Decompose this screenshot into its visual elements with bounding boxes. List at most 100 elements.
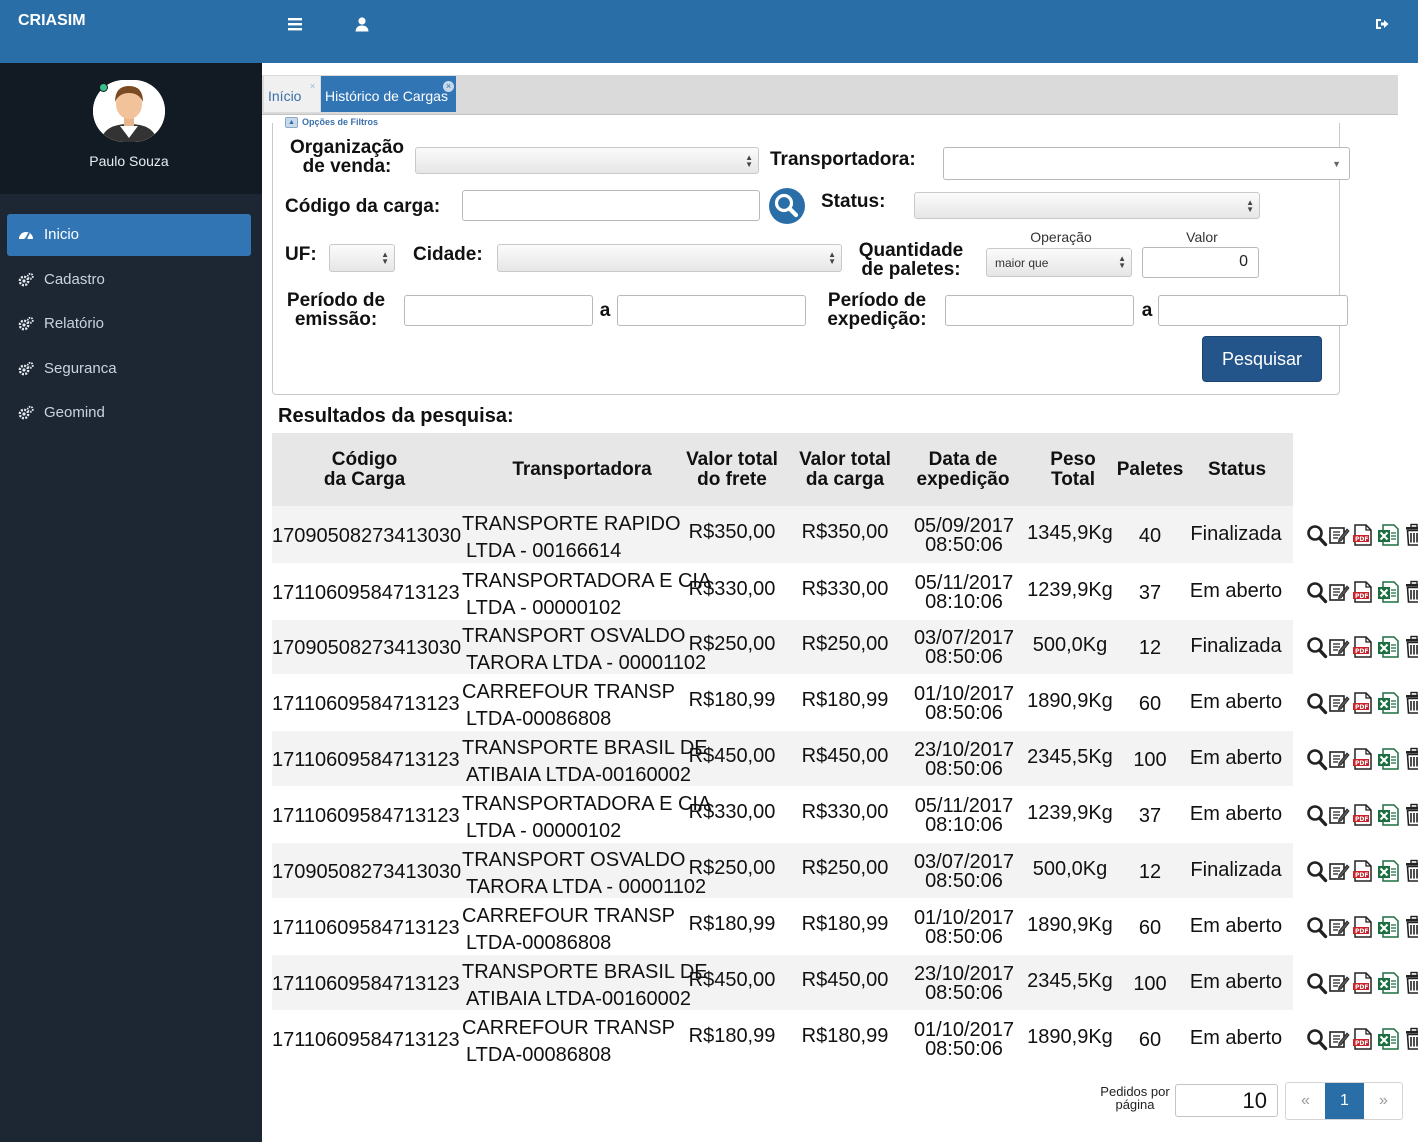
pdf-icon[interactable]: PDF bbox=[1352, 1027, 1374, 1051]
expedicao-end-input[interactable] bbox=[1158, 295, 1348, 326]
th-peso[interactable]: Peso Total bbox=[1028, 433, 1118, 506]
search-icon[interactable] bbox=[1306, 691, 1328, 715]
sidebar-item-inicio[interactable]: Inicio bbox=[7, 214, 251, 256]
search-icon[interactable] bbox=[1306, 635, 1328, 659]
trash-icon[interactable] bbox=[1403, 523, 1418, 547]
pdf-icon[interactable]: PDF bbox=[1352, 747, 1374, 771]
status-select[interactable]: ▲ ▼ bbox=[914, 192, 1260, 219]
pdf-icon[interactable]: PDF bbox=[1352, 915, 1374, 939]
edit-icon[interactable] bbox=[1328, 747, 1350, 771]
excel-icon[interactable] bbox=[1377, 747, 1399, 771]
edit-icon[interactable] bbox=[1328, 523, 1350, 547]
table-row[interactable]: 17090508273413030 TRANSPORT OSVALDO TARORA… bbox=[272, 843, 1418, 898]
app-brand[interactable]: CRIASIM bbox=[18, 12, 86, 29]
sidebar-item-relatorio[interactable]: Relatório bbox=[7, 303, 251, 345]
sidebar-item-geomind[interactable]: Geomind bbox=[7, 392, 251, 434]
org-venda-select[interactable]: ▲ ▼ bbox=[415, 147, 759, 174]
edit-icon[interactable] bbox=[1328, 859, 1350, 883]
transportadora-select[interactable]: ▼ bbox=[943, 147, 1350, 180]
trash-icon[interactable] bbox=[1403, 1027, 1418, 1051]
table-row[interactable]: 17110609584713123 CARREFOUR TRANSP LTDA-00… bbox=[272, 1011, 1418, 1066]
excel-icon[interactable] bbox=[1377, 580, 1399, 604]
close-icon[interactable]: × bbox=[443, 81, 454, 92]
edit-icon[interactable] bbox=[1328, 1027, 1350, 1051]
excel-icon[interactable] bbox=[1377, 859, 1399, 883]
table-row[interactable]: 17110609584713123 TRANSPORTADORA E CIA LTD… bbox=[272, 564, 1418, 619]
excel-icon[interactable] bbox=[1377, 691, 1399, 715]
trash-icon[interactable] bbox=[1403, 803, 1418, 827]
sidebar-item-cadastro[interactable]: Cadastro bbox=[7, 259, 251, 301]
table-row[interactable]: 17110609584713123 TRANSPORTE BRASIL DE ATI… bbox=[272, 955, 1418, 1010]
edit-icon[interactable] bbox=[1328, 691, 1350, 715]
close-icon[interactable]: × bbox=[309, 81, 316, 91]
trash-icon[interactable] bbox=[1403, 859, 1418, 883]
prev-page-button[interactable]: « bbox=[1301, 1092, 1310, 1109]
trash-icon[interactable] bbox=[1403, 635, 1418, 659]
search-icon[interactable] bbox=[1306, 580, 1328, 604]
uf-select[interactable]: ▲ ▼ bbox=[329, 244, 395, 272]
table-row[interactable]: 17090508273413030 TRANSPORTE RAPIDO LTDA -… bbox=[272, 506, 1418, 563]
search-icon[interactable] bbox=[1306, 859, 1328, 883]
pesquisar-button[interactable]: Pesquisar bbox=[1202, 336, 1322, 382]
th-data-expedicao[interactable]: Data de expedição bbox=[904, 433, 1022, 506]
hamburger-icon[interactable] bbox=[287, 16, 303, 35]
tab-inicio[interactable]: Início × bbox=[264, 76, 320, 112]
pdf-icon[interactable]: PDF bbox=[1352, 523, 1374, 547]
emissao-start-input[interactable] bbox=[404, 295, 593, 326]
search-icon[interactable] bbox=[1306, 747, 1328, 771]
trash-icon[interactable] bbox=[1403, 691, 1418, 715]
th-codigo[interactable]: Código da Carga bbox=[272, 433, 457, 506]
pdf-icon[interactable]: PDF bbox=[1352, 580, 1374, 604]
th-status[interactable]: Status bbox=[1207, 458, 1267, 480]
trash-icon[interactable] bbox=[1403, 971, 1418, 995]
th-valor-frete[interactable]: Valor total do frete bbox=[677, 433, 787, 506]
search-icon[interactable] bbox=[1306, 523, 1328, 547]
th-paletes[interactable]: Paletes bbox=[1116, 458, 1184, 480]
search-icon[interactable] bbox=[1306, 971, 1328, 995]
table-row[interactable]: 17110609584713123 CARREFOUR TRANSP LTDA-00… bbox=[272, 899, 1418, 954]
search-icon[interactable] bbox=[1306, 803, 1328, 827]
pdf-icon[interactable]: PDF bbox=[1352, 635, 1374, 659]
pdf-icon[interactable]: PDF bbox=[1352, 691, 1374, 715]
excel-icon[interactable] bbox=[1377, 915, 1399, 939]
trash-icon[interactable] bbox=[1403, 915, 1418, 939]
excel-icon[interactable] bbox=[1377, 635, 1399, 659]
next-page-button[interactable]: » bbox=[1379, 1092, 1388, 1109]
search-icon[interactable] bbox=[1306, 915, 1328, 939]
user-icon[interactable] bbox=[354, 16, 370, 35]
edit-icon[interactable] bbox=[1328, 915, 1350, 939]
filter-legend[interactable]: ▲ Opções de Filtros bbox=[285, 117, 381, 128]
cidade-select[interactable]: ▲ ▼ bbox=[497, 244, 842, 272]
emissao-end-input[interactable] bbox=[617, 295, 806, 326]
per-page-input[interactable]: 10 bbox=[1175, 1084, 1278, 1117]
trash-icon[interactable] bbox=[1403, 580, 1418, 604]
edit-icon[interactable] bbox=[1328, 635, 1350, 659]
expedicao-start-input[interactable] bbox=[945, 295, 1134, 326]
collapse-icon[interactable]: ▲ bbox=[285, 117, 298, 128]
tab-historico-de-cargas[interactable]: Histórico de Cargas × bbox=[321, 76, 456, 112]
th-valor-carga[interactable]: Valor total da carga bbox=[790, 433, 900, 506]
edit-icon[interactable] bbox=[1328, 580, 1350, 604]
pdf-icon[interactable]: PDF bbox=[1352, 803, 1374, 827]
edit-icon[interactable] bbox=[1328, 803, 1350, 827]
th-transportadora[interactable]: Transportadora bbox=[512, 458, 652, 480]
excel-icon[interactable] bbox=[1377, 803, 1399, 827]
excel-icon[interactable] bbox=[1377, 971, 1399, 995]
pdf-icon[interactable]: PDF bbox=[1352, 859, 1374, 883]
edit-icon[interactable] bbox=[1328, 971, 1350, 995]
table-row[interactable]: 17090508273413030 TRANSPORT OSVALDO TARORA… bbox=[272, 620, 1418, 674]
valor-input[interactable]: 0 bbox=[1142, 247, 1259, 278]
operacao-select[interactable]: maior que ▲ ▼ bbox=[986, 248, 1132, 277]
logout-icon[interactable] bbox=[1374, 16, 1390, 35]
excel-icon[interactable] bbox=[1377, 523, 1399, 547]
table-row[interactable]: 17110609584713123 TRANSPORTE BRASIL DE ATI… bbox=[272, 731, 1418, 786]
search-icon[interactable] bbox=[1306, 1027, 1328, 1051]
trash-icon[interactable] bbox=[1403, 747, 1418, 771]
search-codigo-button[interactable] bbox=[769, 188, 805, 224]
pdf-icon[interactable]: PDF bbox=[1352, 971, 1374, 995]
excel-icon[interactable] bbox=[1377, 1027, 1399, 1051]
page-button-current[interactable]: 1 bbox=[1325, 1083, 1364, 1119]
sidebar-item-seguranca[interactable]: Seguranca bbox=[7, 348, 251, 390]
table-row[interactable]: 17110609584713123 CARREFOUR TRANSP LTDA-00… bbox=[272, 675, 1418, 730]
table-row[interactable]: 17110609584713123 TRANSPORTADORA E CIA LTD… bbox=[272, 787, 1418, 842]
